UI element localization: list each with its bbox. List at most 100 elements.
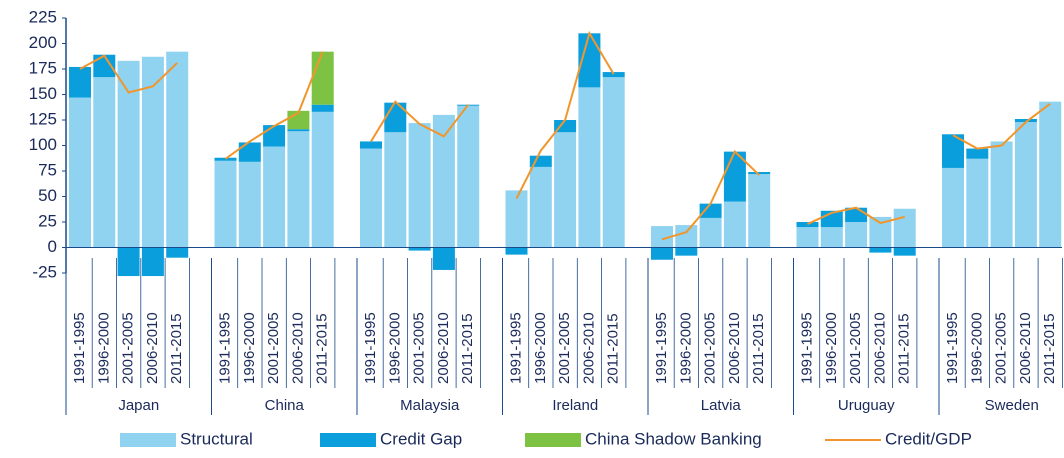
bar [893, 208, 916, 248]
x-tick-label: 2001-2005 [993, 312, 1010, 384]
bar [748, 172, 771, 175]
x-tick-label: 2011-2015 [314, 313, 331, 384]
x-tick-label: 2001-2005 [120, 312, 137, 384]
bar [699, 217, 722, 248]
x-tick-label: 1996-2000 [95, 312, 112, 384]
bar [966, 148, 989, 159]
bar [287, 129, 310, 132]
y-tick-label: 0 [48, 237, 57, 256]
x-tick-label: 1991-1995 [507, 312, 524, 384]
x-tick-label: 1996-2000 [386, 312, 403, 384]
y-tick-label: 50 [38, 186, 57, 205]
bar [311, 51, 334, 105]
group-label: Malaysia [400, 397, 460, 414]
x-tick-label: 2001-2005 [847, 312, 864, 384]
legend-swatch [320, 433, 376, 447]
bar [869, 247, 892, 253]
x-tick-label: 2001-2005 [265, 312, 282, 384]
bar [942, 167, 964, 248]
y-tick-label: 200 [29, 33, 57, 52]
bar [990, 141, 1013, 248]
x-tick-label: 1991-1995 [216, 312, 233, 384]
bar [796, 222, 819, 228]
bar [360, 148, 382, 248]
x-tick-label: 1991-1995 [362, 312, 379, 384]
bar [554, 132, 577, 248]
legend-label: Structural [180, 429, 253, 448]
x-tick-label: 2011-2015 [605, 313, 622, 384]
line [370, 100, 469, 142]
bar [69, 66, 91, 98]
bar [529, 155, 552, 167]
bar [384, 102, 407, 133]
bar [699, 203, 722, 218]
x-tick-label: 2006-2010 [871, 312, 888, 384]
x-tick-label: 2011-2015 [750, 313, 767, 384]
bar [214, 160, 237, 248]
x-tick-label: 2011-2015 [459, 313, 476, 384]
y-tick-label: 25 [38, 211, 57, 230]
bar [1039, 101, 1062, 248]
x-tick-label: 1996-2000 [532, 312, 549, 384]
bar [578, 87, 601, 248]
y-tick-label: -25 [32, 262, 57, 281]
bar [554, 120, 577, 133]
x-tick-label: 1996-2000 [968, 312, 985, 384]
line [515, 30, 615, 199]
bar [602, 77, 625, 248]
bar [651, 247, 673, 260]
bar [166, 51, 189, 248]
x-tick-label: 1996-2000 [677, 312, 694, 384]
bar [287, 131, 310, 248]
bar [117, 60, 140, 248]
x-tick-label: 2011-2015 [1041, 313, 1058, 384]
x-tick-label: 2006-2010 [144, 312, 161, 384]
legend-swatch [525, 433, 581, 447]
bar [748, 174, 771, 248]
bar [869, 216, 892, 248]
legend-label: China Shadow Banking [585, 429, 762, 448]
bar [505, 190, 528, 248]
group-label: Japan [118, 397, 159, 414]
bar [675, 247, 698, 256]
x-tick-label: 2001-2005 [411, 312, 428, 384]
bar [529, 166, 552, 248]
legend-swatch [120, 433, 176, 447]
y-tick-label: 225 [29, 7, 57, 26]
bar [263, 146, 286, 248]
bar [360, 141, 382, 149]
line [952, 102, 1051, 150]
bar [93, 77, 116, 248]
x-tick-label: 2006-2010 [580, 312, 597, 384]
y-tick-label: 125 [29, 109, 57, 128]
bar [408, 247, 431, 251]
bar [117, 247, 140, 277]
x-tick-label: 2011-2015 [896, 313, 913, 384]
bar [942, 134, 964, 168]
x-tick-label: 2001-2005 [556, 312, 573, 384]
group-label: Sweden [985, 397, 1039, 414]
bar [651, 226, 673, 248]
bar [820, 227, 843, 248]
bar [238, 161, 261, 248]
line [807, 206, 905, 225]
legend-label: Credit Gap [380, 429, 462, 448]
x-tick-label: 1996-2000 [823, 312, 840, 384]
bar [311, 104, 334, 112]
y-tick-label: 175 [29, 58, 57, 77]
y-tick-label: 75 [38, 160, 57, 179]
x-tick-label: 2006-2010 [1017, 312, 1034, 384]
x-tick-label: 2006-2010 [726, 312, 743, 384]
bar [311, 111, 334, 248]
bar [578, 33, 601, 88]
bar [238, 142, 261, 162]
line [79, 54, 178, 94]
x-tick-label: 1991-1995 [653, 312, 670, 384]
bar [432, 247, 455, 270]
bar [796, 227, 819, 248]
x-tick-label: 1996-2000 [241, 312, 258, 384]
bar [93, 54, 116, 78]
bar [384, 132, 407, 248]
x-tick-label: 2011-2015 [168, 313, 185, 384]
